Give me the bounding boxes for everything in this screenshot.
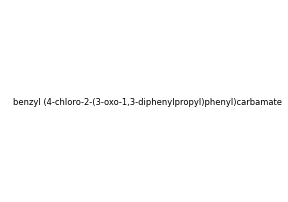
Text: benzyl (4-chloro-2-(3-oxo-1,3-diphenylpropyl)phenyl)carbamate: benzyl (4-chloro-2-(3-oxo-1,3-diphenylpr… <box>13 98 282 106</box>
